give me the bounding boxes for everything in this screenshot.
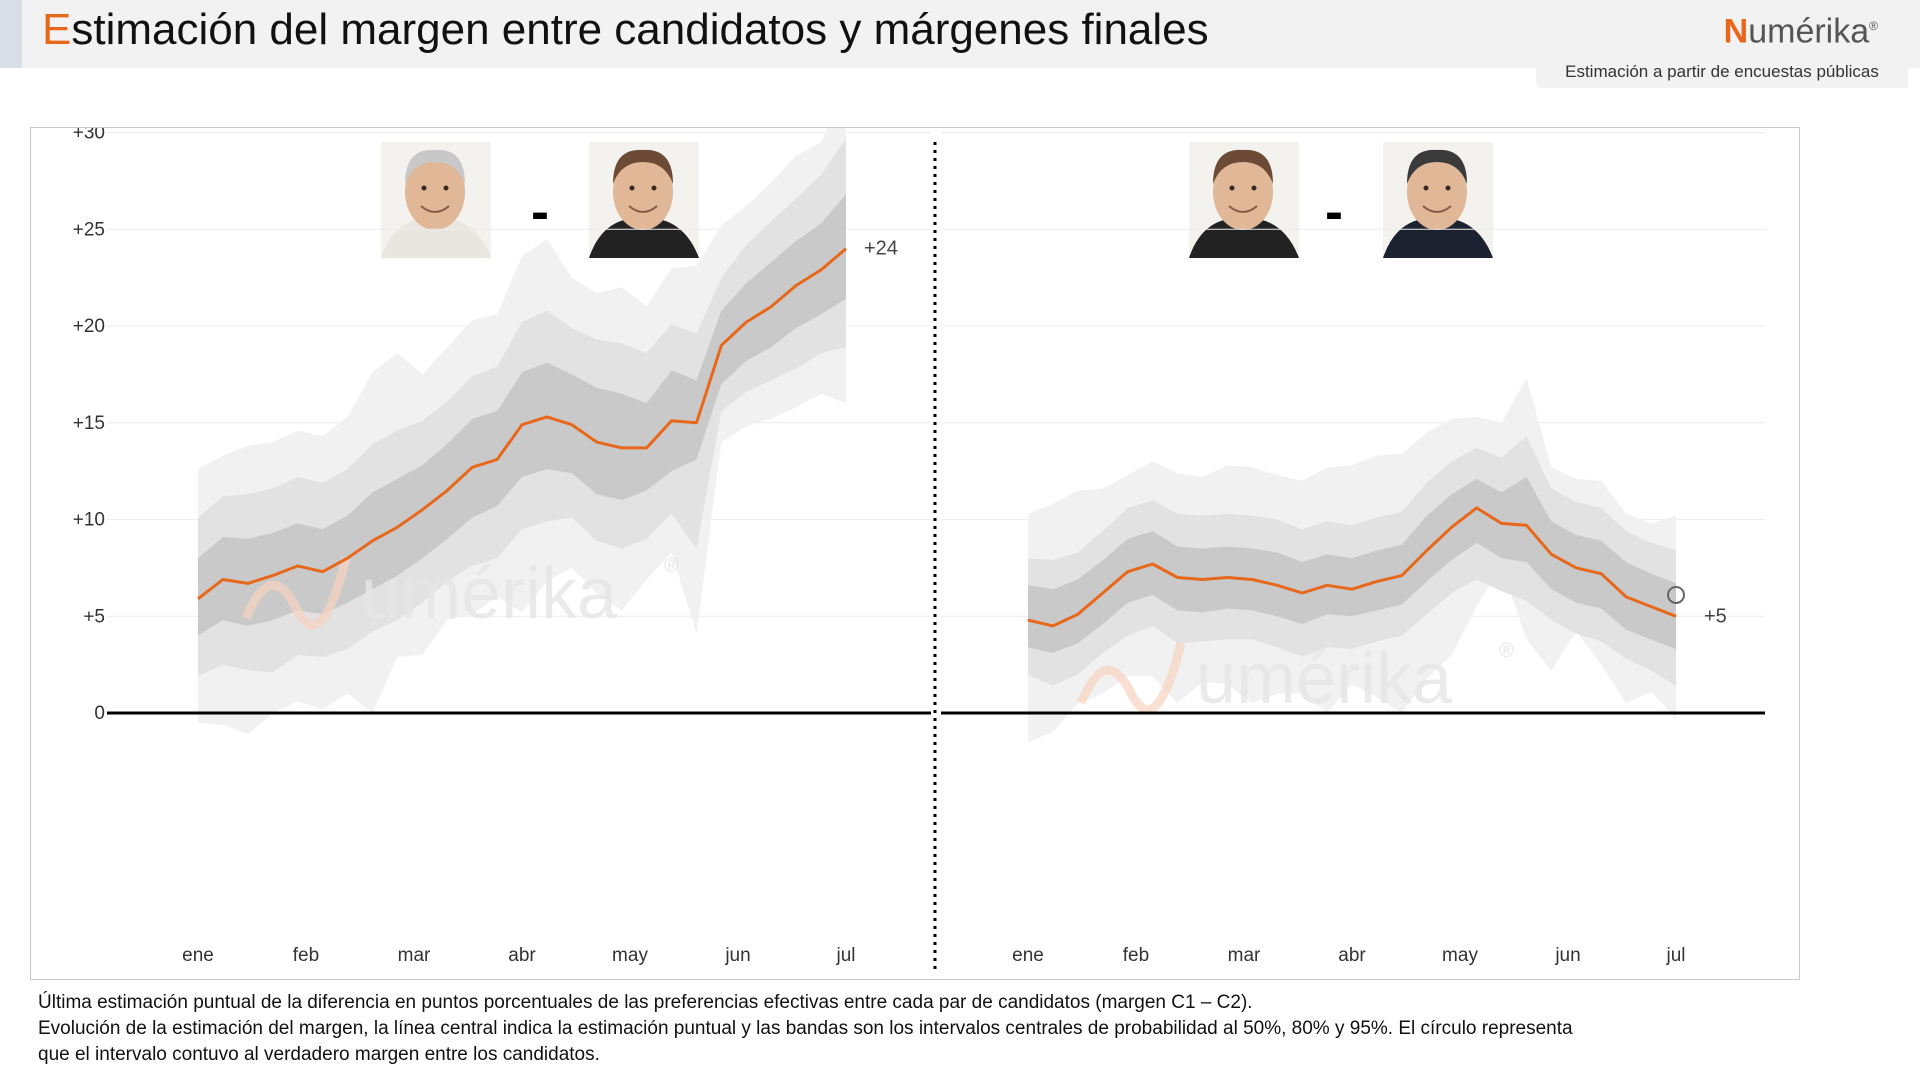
subtitle-tab: Estimación a partir de encuestas pública… xyxy=(1536,56,1908,88)
x-tick-label: feb xyxy=(293,945,319,966)
y-tick-label: +30 xyxy=(73,128,105,144)
chart-canvas: 0 +5 +10 +15 +20 +25 +30 umérika ® +24 ene feb mar ab… xyxy=(73,128,1765,974)
portrait-hair xyxy=(1213,149,1273,184)
x-tick-label: feb xyxy=(1123,945,1149,966)
candidate-portraits xyxy=(381,142,1493,258)
logo-n-mark: N xyxy=(1723,12,1749,51)
chart-panel-2: umérika ® +5 ene feb mar abr may jun jul - xyxy=(941,132,1765,966)
portrait-shoulders xyxy=(589,217,699,258)
chart-caption: Última estimación puntual de la diferenc… xyxy=(38,990,1898,1068)
x-tick-label: ene xyxy=(182,945,214,966)
header-bar: Estimación del margen entre candidatos y… xyxy=(0,0,1920,68)
band-50-area xyxy=(198,194,846,636)
candidate-portrait-icon xyxy=(1189,142,1299,258)
logo-wordmark: umérika xyxy=(1748,12,1870,51)
portrait-eye xyxy=(629,185,635,191)
portrait-shoulders xyxy=(1189,217,1299,258)
portrait-eye xyxy=(1251,185,1257,191)
y-tick-label: 0 xyxy=(94,703,105,724)
portrait-shoulders xyxy=(381,217,491,258)
final-value-label: +5 xyxy=(1704,605,1727,627)
caption-line-1: Última estimación puntual de la diferenc… xyxy=(38,992,1253,1013)
true-margin-marker xyxy=(1667,585,1685,604)
minus-sign-icon: - xyxy=(531,182,549,242)
x-tick-label: abr xyxy=(1338,945,1366,966)
watermark-logo-mark xyxy=(241,556,351,630)
x-tick-label: mar xyxy=(1228,945,1261,966)
candidate-portrait-icon xyxy=(1383,142,1493,258)
y-tick-label: +20 xyxy=(73,316,105,337)
portrait-eye xyxy=(443,185,449,191)
caption-line-2: Evolución de la estimación del margen, l… xyxy=(38,1018,1573,1039)
portrait-face xyxy=(1213,154,1273,230)
x-tick-label: jun xyxy=(1554,945,1580,966)
chart-panel-1: 0 +5 +10 +15 +20 +25 +30 umérika ® +24 ene feb mar ab… xyxy=(73,128,931,966)
x-tick-label: ene xyxy=(1012,945,1044,966)
portrait-smile xyxy=(628,205,658,213)
portrait-smile xyxy=(420,205,450,213)
portrait-eye xyxy=(421,185,427,191)
portrait-eye xyxy=(651,185,657,191)
caption-line-3: que el intervalo contuvo al verdadero ma… xyxy=(38,1044,600,1065)
y-tick-label: +10 xyxy=(73,510,105,531)
y-tick-label: +25 xyxy=(73,219,105,240)
portrait-hair xyxy=(613,149,673,184)
x-tick-label: jun xyxy=(724,945,750,966)
x-tick-label: jul xyxy=(1665,945,1685,966)
x-tick-label: may xyxy=(1442,945,1478,966)
watermark-text: umérika xyxy=(361,554,618,634)
portrait-smile xyxy=(1422,205,1452,213)
x-tick-label: mar xyxy=(398,945,431,966)
watermark-logo-mark xyxy=(1076,641,1186,715)
portrait-face xyxy=(405,154,465,230)
estimate-line xyxy=(1027,506,1677,628)
numerika-logo: Numérika® xyxy=(1724,6,1878,51)
portrait-eye xyxy=(1229,185,1235,191)
watermark-registered-mark: ® xyxy=(664,555,679,577)
watermark-registered-mark: ® xyxy=(1499,640,1514,662)
x-tick-label: may xyxy=(612,945,648,966)
candidate-portrait-icon xyxy=(589,142,699,258)
watermark-text: umérika xyxy=(1196,639,1453,719)
page-title-first-letter: E xyxy=(42,5,72,54)
page-title: Estimación del margen entre candidatos y… xyxy=(42,2,1209,58)
logo-registered-mark: ® xyxy=(1869,19,1878,33)
chart-panels: 0 +5 +10 +15 +20 +25 +30 umérika ® +24 ene feb mar ab… xyxy=(73,128,1765,966)
portrait-eye xyxy=(1445,185,1451,191)
portrait-face xyxy=(613,154,673,230)
portrait-hair xyxy=(1407,149,1467,184)
x-tick-label: abr xyxy=(508,945,536,966)
page-title-rest: stimación del margen entre candidatos y … xyxy=(71,5,1209,54)
portrait-shoulders xyxy=(1383,217,1493,258)
x-tick-label: jul xyxy=(835,945,855,966)
band-50-area xyxy=(1028,476,1676,653)
portrait-smile xyxy=(1228,205,1258,213)
portrait-hair xyxy=(405,149,465,184)
portrait-eye xyxy=(1423,185,1429,191)
final-value-label: +24 xyxy=(864,238,898,260)
y-tick-label: +5 xyxy=(83,606,105,627)
y-tick-label: +15 xyxy=(73,413,105,434)
portrait-face xyxy=(1407,154,1467,230)
minus-sign-icon: - xyxy=(1325,182,1343,242)
estimate-line xyxy=(197,247,847,600)
candidate-portrait-icon xyxy=(381,142,491,258)
chart-frame: 0 +5 +10 +15 +20 +25 +30 umérika ® +24 ene feb mar ab… xyxy=(30,127,1800,980)
header-accent xyxy=(0,0,22,68)
